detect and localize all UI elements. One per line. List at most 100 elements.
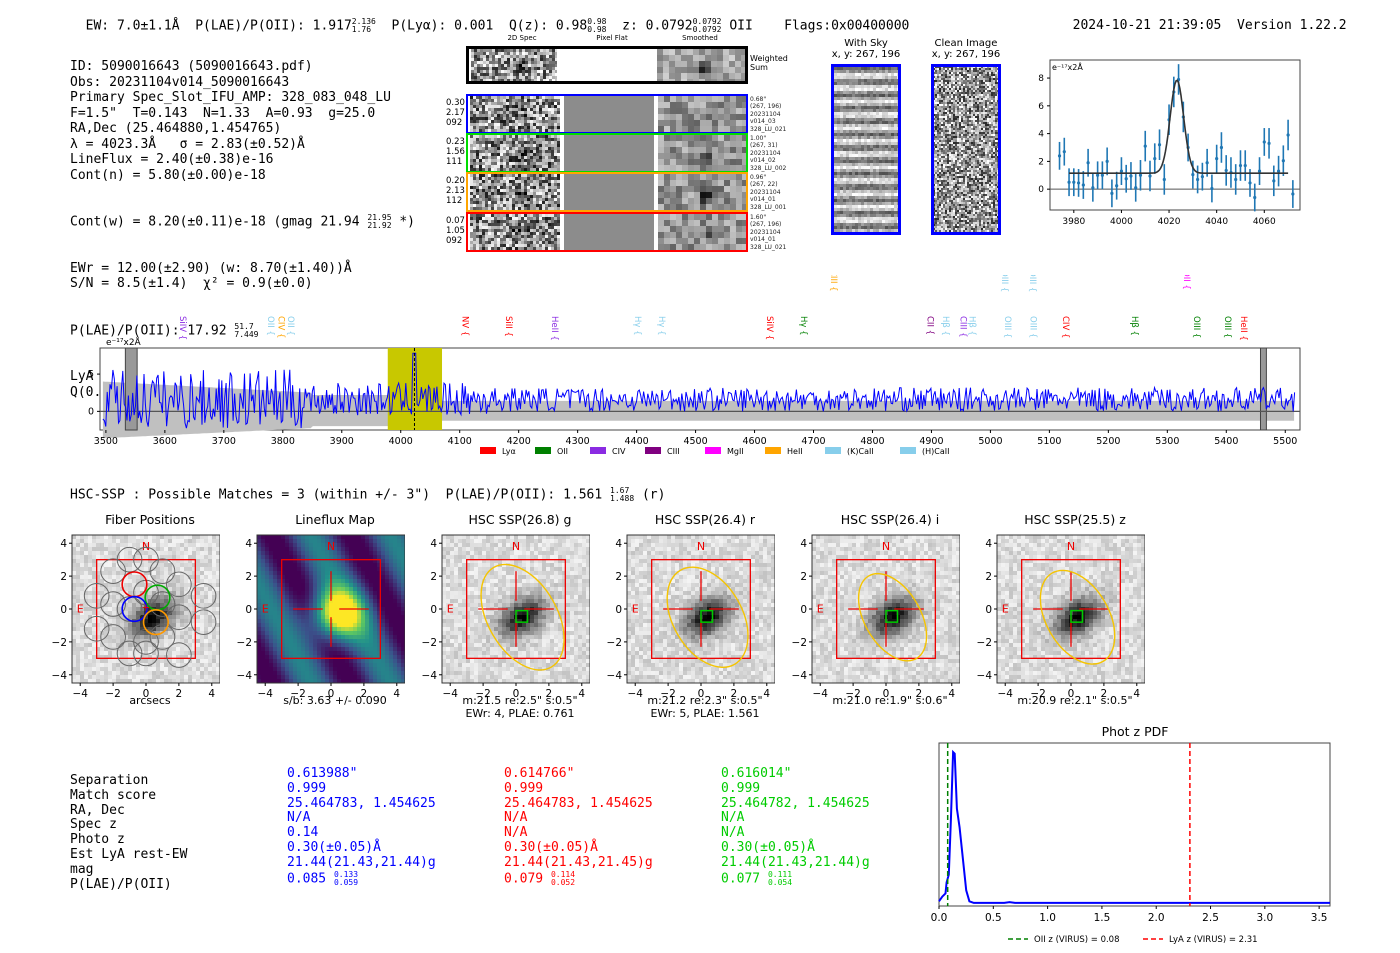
- pixel: [939, 122, 941, 124]
- pixel: [973, 124, 975, 126]
- pixel: [742, 126, 746, 132]
- pixel: [870, 154, 873, 157]
- pixel: [509, 229, 512, 232]
- pixel: [873, 190, 876, 193]
- pixel: [947, 138, 949, 140]
- pixel: [849, 157, 852, 160]
- pixel: [548, 111, 551, 114]
- pixel: [670, 238, 676, 244]
- pixel: [951, 78, 953, 80]
- pixel: [530, 186, 533, 189]
- pixel: [935, 74, 937, 76]
- pixel: [855, 79, 858, 82]
- pixel: [995, 74, 997, 76]
- pixel: [542, 117, 545, 120]
- pixel: [858, 91, 861, 94]
- pixel: [864, 142, 867, 145]
- pixel: [879, 70, 882, 73]
- pixel: [861, 94, 864, 97]
- pixel: [864, 196, 867, 199]
- pixel: [518, 198, 521, 201]
- pixel: [852, 187, 855, 190]
- pixel: [729, 49, 735, 55]
- pixel: [497, 111, 500, 114]
- pixel: [867, 94, 870, 97]
- pixel: [497, 220, 500, 223]
- pixel: [840, 118, 843, 121]
- pixel: [864, 205, 867, 208]
- pixel: [503, 217, 506, 220]
- pixel: [837, 73, 840, 76]
- pixel: [834, 106, 837, 109]
- pixel: [846, 82, 849, 85]
- pixel: [497, 235, 500, 238]
- pixel: [879, 94, 882, 97]
- pixel: [682, 204, 688, 210]
- pixel: [470, 129, 473, 132]
- pixel: [870, 205, 873, 208]
- pixel: [935, 136, 937, 138]
- pixel: [516, 67, 519, 70]
- pixel: [894, 199, 897, 202]
- pixel: [548, 238, 551, 241]
- pixel: [861, 199, 864, 202]
- pixel: [536, 241, 539, 244]
- pixel: [688, 226, 694, 232]
- pixel: [527, 192, 530, 195]
- pixel: [504, 58, 507, 61]
- pixel: [742, 232, 746, 238]
- pixel: [552, 73, 555, 76]
- pixel: [542, 126, 545, 129]
- pixel: [718, 108, 724, 114]
- pixel: [518, 156, 521, 159]
- pixel: [961, 132, 963, 134]
- pixel: [861, 223, 864, 226]
- pixel: [533, 229, 536, 232]
- pixel: [700, 102, 706, 108]
- pixel: [482, 114, 485, 117]
- z-hi: 0.0792: [692, 17, 722, 26]
- pixel: [557, 183, 560, 186]
- pixel: [855, 124, 858, 127]
- pixel: [497, 229, 500, 232]
- pixel: [521, 217, 524, 220]
- pixel: [855, 202, 858, 205]
- pixel: [503, 204, 506, 207]
- pixel: [873, 214, 876, 217]
- pixel: [705, 55, 711, 61]
- pixel: [509, 123, 512, 126]
- pixel: [542, 180, 545, 183]
- pixel: [521, 96, 524, 99]
- pixel: [855, 172, 858, 175]
- pixel: [935, 92, 937, 94]
- pixel: [861, 178, 864, 181]
- pixel: [985, 132, 987, 134]
- pixel: [530, 114, 533, 117]
- pixel: [834, 172, 837, 175]
- pixel: [979, 136, 981, 138]
- pixel: [533, 220, 536, 223]
- info-plae-hi: 51.7: [234, 321, 254, 331]
- pixel: [537, 76, 540, 79]
- pixel: [852, 130, 855, 133]
- pixel: [524, 195, 527, 198]
- pixel: [983, 68, 985, 70]
- pixel: [969, 84, 971, 86]
- pixel: [500, 201, 503, 204]
- pixel: [837, 220, 840, 223]
- pixel: [533, 162, 536, 165]
- pixel: [977, 86, 979, 88]
- pixel: [861, 208, 864, 211]
- pixel: [506, 201, 509, 204]
- pixel: [524, 229, 527, 232]
- cutout-meta-line: 0.96": [750, 174, 767, 181]
- pixel: [870, 214, 873, 217]
- pixel: [834, 223, 837, 226]
- pixel: [512, 195, 515, 198]
- pixel: [876, 70, 879, 73]
- pixel: [840, 223, 843, 226]
- pixel: [973, 108, 975, 110]
- pixel: [522, 79, 525, 81]
- pixel: [534, 73, 537, 76]
- pixel: [509, 159, 512, 162]
